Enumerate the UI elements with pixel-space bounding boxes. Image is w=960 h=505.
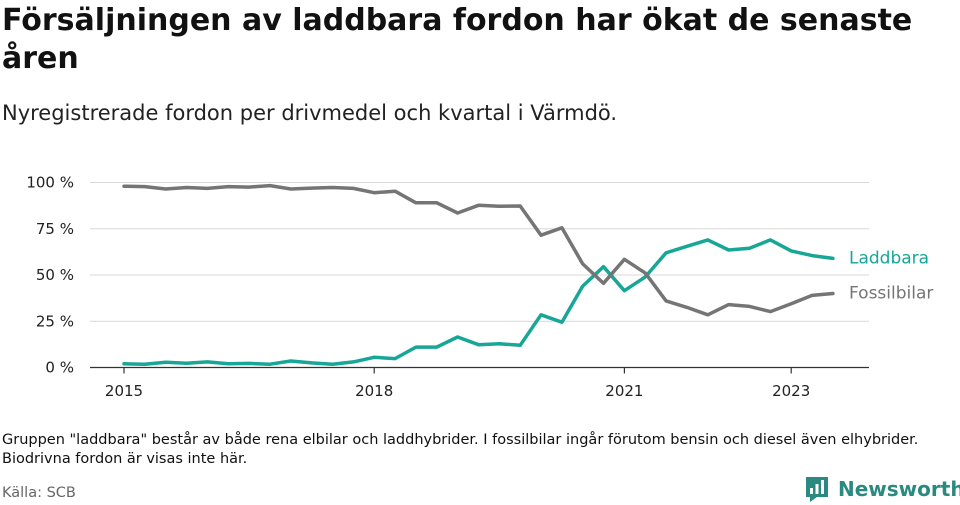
data-point	[790, 302, 793, 305]
data-point	[227, 362, 230, 365]
y-tick-label: 100 %	[26, 174, 74, 192]
data-point	[602, 265, 605, 268]
x-tick-label: 2021	[605, 382, 643, 400]
data-point	[435, 201, 438, 205]
data-point	[790, 249, 793, 253]
chart-subtitle: Nyregistrerade fordon per drivmedel och …	[2, 101, 618, 125]
data-point	[623, 289, 626, 292]
data-point	[268, 184, 272, 187]
x-tick-label: 2015	[105, 382, 143, 400]
data-point	[831, 292, 835, 295]
data-point	[664, 251, 668, 254]
line-chart: 0 % 25 % 50 % 75 % 100 % 2015 2018 2021 2023 La…	[26, 174, 933, 401]
series-lines	[122, 183, 835, 366]
data-point	[727, 303, 730, 306]
x-tick-label: 2023	[772, 382, 810, 400]
data-point	[289, 187, 292, 191]
data-point	[518, 344, 522, 347]
data-point	[185, 362, 188, 365]
data-point	[331, 186, 334, 189]
data-point	[393, 357, 397, 360]
data-point	[477, 343, 480, 346]
gridlines	[90, 182, 869, 322]
data-point	[477, 204, 480, 207]
logo-text: Newsworthy	[838, 477, 960, 501]
data-point	[644, 271, 647, 275]
newsworthy-logo-icon	[806, 477, 828, 502]
data-point	[289, 359, 292, 363]
data-point	[206, 187, 209, 190]
data-point	[727, 248, 730, 252]
x-tick-label: 2018	[355, 382, 393, 400]
footnote: Gruppen "laddbara" består av både rena e…	[2, 432, 919, 467]
data-point	[414, 201, 418, 205]
series-label-fossilbilar: Fossilbilar	[849, 284, 933, 304]
data-point	[581, 262, 584, 266]
data-point	[581, 284, 584, 288]
data-point	[831, 257, 835, 260]
data-point	[706, 313, 709, 316]
data-point	[810, 294, 814, 297]
data-point	[352, 187, 355, 190]
data-point	[268, 362, 272, 366]
source-text: Källa: SCB	[2, 485, 76, 501]
data-point	[560, 320, 564, 324]
data-point	[498, 204, 501, 208]
y-tick-label: 0 %	[45, 359, 74, 377]
data-point	[373, 191, 376, 194]
y-tick-label: 25 %	[36, 312, 74, 330]
data-point	[164, 187, 167, 191]
data-point	[769, 310, 772, 313]
series-labels: Laddbara Fossilbilar	[849, 248, 933, 303]
y-tick-label: 75 %	[36, 220, 74, 238]
data-point	[456, 211, 459, 215]
data-point	[247, 362, 251, 365]
data-point	[352, 360, 355, 364]
data-point	[769, 238, 772, 242]
data-point	[310, 186, 313, 190]
newsworthy-logo[interactable]: Newsworthy	[804, 474, 960, 504]
data-point	[518, 204, 522, 208]
data-point	[227, 185, 230, 188]
data-point	[185, 186, 188, 189]
data-point	[748, 246, 751, 250]
data-point	[331, 362, 334, 366]
series-label-laddbara: Laddbara	[849, 248, 929, 268]
data-point	[122, 362, 126, 365]
data-point	[310, 361, 313, 365]
data-point	[623, 258, 626, 261]
data-point	[539, 313, 543, 316]
x-axis: 2015 2018 2021 2023	[105, 367, 810, 400]
data-point	[247, 185, 251, 189]
data-point	[748, 305, 751, 308]
data-point	[122, 185, 126, 188]
data-point	[414, 345, 418, 349]
data-point	[685, 245, 689, 248]
data-point	[143, 185, 147, 188]
data-point	[456, 335, 459, 339]
y-tick-label: 50 %	[36, 266, 74, 284]
data-point	[706, 238, 709, 242]
data-point	[143, 362, 147, 366]
data-point	[206, 360, 209, 364]
data-point	[810, 254, 814, 257]
data-point	[539, 234, 543, 237]
chart-title: Försäljningen av laddbara fordon har öka…	[2, 3, 913, 76]
data-point	[560, 226, 564, 230]
data-point	[373, 356, 376, 359]
data-point	[393, 189, 397, 193]
data-point	[664, 299, 668, 303]
data-point	[435, 345, 438, 349]
data-point	[685, 306, 689, 309]
data-point	[164, 361, 167, 364]
data-point	[602, 282, 605, 285]
y-axis: 0 % 25 % 50 % 75 % 100 %	[26, 174, 74, 377]
data-point	[498, 342, 501, 346]
